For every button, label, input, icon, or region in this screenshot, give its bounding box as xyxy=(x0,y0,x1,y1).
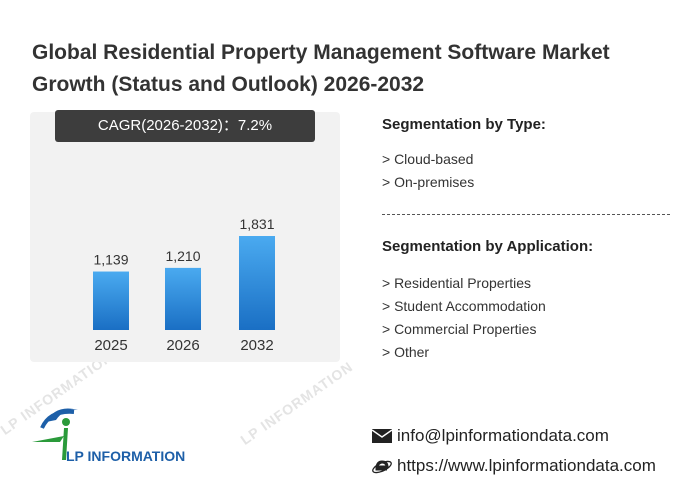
watermark-text: LP INFORMATION xyxy=(237,358,356,448)
bar-2026 xyxy=(165,267,201,330)
x-tick-2026: 2026 xyxy=(166,337,199,354)
x-tick-2025: 2025 xyxy=(94,337,127,354)
segmentation-by-application: Segmentation by Application: > Residenti… xyxy=(382,238,593,360)
logo-text: LP INFORMATION xyxy=(66,448,186,464)
website-link[interactable]: https://www.lpinformationdata.com xyxy=(397,456,656,475)
bar-2032 xyxy=(239,236,275,330)
data-label-2025: 1,139 xyxy=(93,252,128,268)
segmentation-type-heading: Segmentation by Type: xyxy=(382,116,546,133)
bar-chart: 1,139 2025 1,210 2026 1,831 2032 xyxy=(93,216,275,354)
bar-2025 xyxy=(93,271,129,330)
cagr-badge: CAGR(2026-2032)：7.2% xyxy=(55,110,315,142)
page-title: Global Residential Property Management S… xyxy=(32,41,610,96)
segmentation-by-type: Segmentation by Type: > Cloud-based > On… xyxy=(382,116,546,190)
segment-item: > Other xyxy=(382,344,430,360)
segment-item: > Residential Properties xyxy=(382,275,532,291)
x-tick-2032: 2032 xyxy=(240,337,273,354)
contact-website[interactable]: https://www.lpinformationdata.com xyxy=(372,456,656,476)
data-label-2032: 1,831 xyxy=(239,216,274,232)
internet-explorer-icon xyxy=(372,460,392,474)
segment-item: > Cloud-based xyxy=(382,151,474,167)
divider xyxy=(382,214,670,215)
segment-item: > Student Accommodation xyxy=(382,298,546,314)
segment-item: > Commercial Properties xyxy=(382,321,537,337)
segment-item: > On-premises xyxy=(382,174,475,190)
email-link[interactable]: info@lpinformationdata.com xyxy=(397,426,609,445)
envelope-icon xyxy=(372,429,392,443)
data-label-2026: 1,210 xyxy=(165,248,200,264)
segmentation-application-heading: Segmentation by Application: xyxy=(382,238,594,255)
contact-email[interactable]: info@lpinformationdata.com xyxy=(372,426,609,446)
lp-information-logo-icon xyxy=(32,408,78,460)
